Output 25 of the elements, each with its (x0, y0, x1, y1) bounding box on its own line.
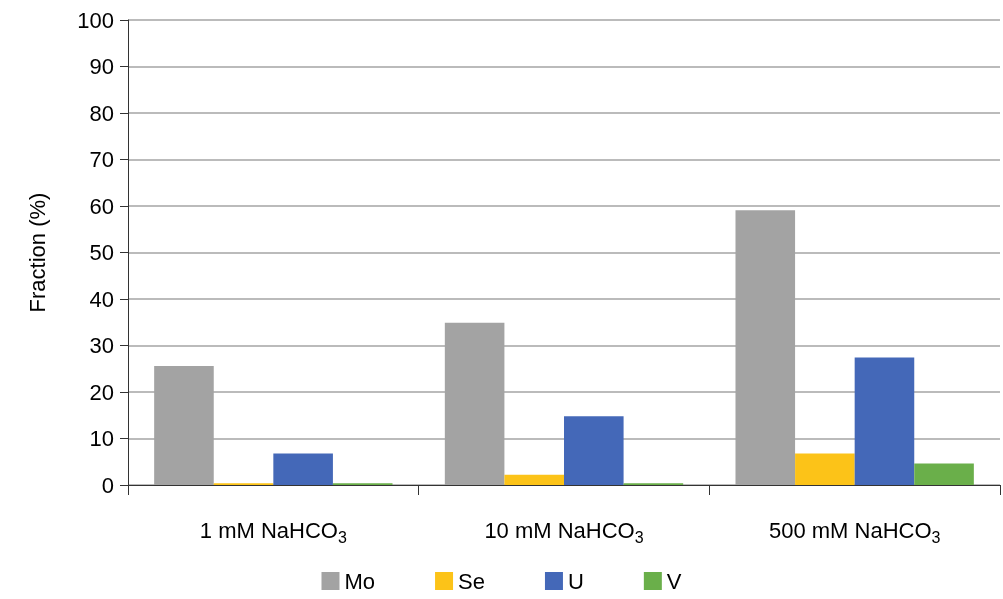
legend-label: Se (458, 568, 485, 594)
legend-label: Mo (344, 568, 376, 594)
y-tick-label: 20 (89, 379, 114, 405)
bar (504, 474, 564, 485)
bar (564, 416, 624, 485)
bar (854, 357, 915, 485)
y-tick-label: 50 (89, 240, 114, 265)
y-tick-label: 0 (101, 472, 114, 498)
y-tick-label: 30 (89, 333, 114, 358)
bar (154, 365, 214, 485)
y-tick-label: 40 (89, 286, 114, 312)
legend-label: V (666, 568, 682, 594)
bar (795, 453, 855, 485)
y-tick-label: 70 (89, 147, 114, 172)
y-tick-label: 80 (89, 100, 114, 126)
y-tick-label: 100 (77, 7, 114, 33)
y-tick-label: 60 (89, 193, 114, 219)
bar (914, 463, 974, 485)
bar (273, 453, 333, 485)
bar (444, 322, 505, 485)
y-axis-title: Fraction (%) (24, 192, 50, 313)
y-tick-label: 90 (89, 54, 114, 79)
bar (735, 210, 796, 485)
legend-label: U (567, 568, 584, 594)
y-tick-label: 10 (89, 426, 114, 451)
